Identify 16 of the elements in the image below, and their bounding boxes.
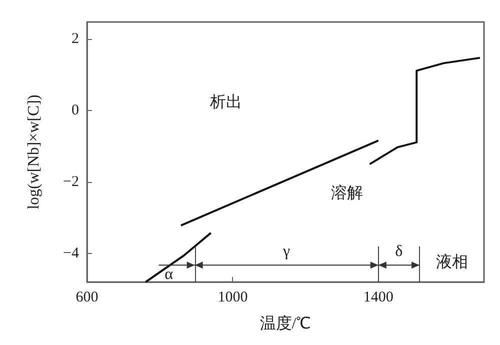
annotation: δ bbox=[395, 243, 403, 260]
y-tick-label: −4 bbox=[63, 246, 80, 262]
annotation: 溶解 bbox=[331, 184, 364, 202]
y-tick-label: 2 bbox=[72, 30, 79, 47]
x-tick-label: 1000 bbox=[218, 290, 248, 306]
x-tick-label: 600 bbox=[76, 290, 98, 306]
annotation: 析出 bbox=[210, 94, 242, 111]
x-axis-title: 温度/℃ bbox=[260, 314, 312, 332]
y-tick-label: −2 bbox=[63, 174, 79, 190]
annotation: 液相 bbox=[436, 254, 468, 272]
annotation: α bbox=[164, 266, 173, 284]
x-tick-label: 1400 bbox=[363, 290, 394, 306]
y-axis-title: log(w[Nb]×w[C]) bbox=[26, 94, 42, 210]
line-series bbox=[368, 56, 481, 166]
y-tick-label: 0 bbox=[72, 102, 79, 118]
annotation: γ bbox=[283, 243, 290, 260]
